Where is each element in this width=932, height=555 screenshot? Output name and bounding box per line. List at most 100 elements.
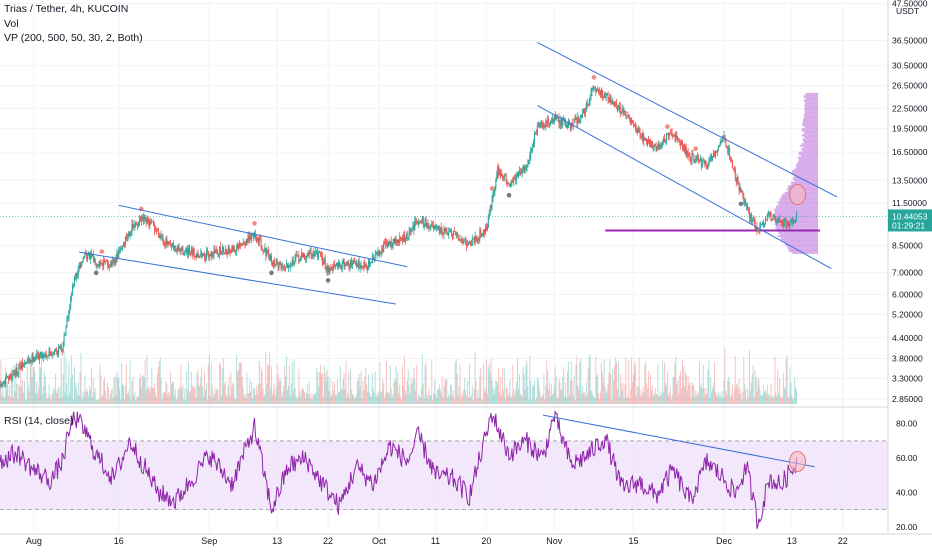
candle-body [393,238,395,243]
volume-bar [153,387,155,404]
volume-bar [376,392,378,404]
candle-body [174,245,176,251]
volume-bar [406,380,408,404]
volume-bar [216,390,218,404]
candle-body [402,238,404,242]
candle-body [241,243,243,245]
volume-bar [290,383,292,404]
volume-bar [215,387,217,404]
candle-body [743,194,745,203]
volume-bar [269,351,271,404]
volume-bar [662,360,664,404]
volume-bar [162,393,164,404]
volume-bar [407,369,409,404]
candle-body [148,221,150,226]
candle-body [310,251,312,256]
volume-profile-bar [801,143,818,145]
volume-bar [619,373,621,404]
volume-bar [479,375,481,404]
volume-bar [574,399,576,404]
volume-bar [36,381,38,404]
candle-body [125,237,127,239]
price-trendline [118,204,408,268]
volume-bar [426,394,428,404]
volume-bar [252,398,254,404]
candle-body [212,255,214,257]
candle-body [538,124,540,128]
candle-body [340,265,342,269]
candle-body [751,220,753,222]
candle-body [68,311,70,320]
candle-body [754,220,756,230]
volume-bar [646,383,648,404]
candle-body [713,152,715,158]
candle-body [380,252,382,255]
candle-body [469,242,471,244]
volume-bar [322,396,324,404]
candle-body [281,265,283,268]
volume-profile-bar [805,106,818,108]
volume-bar [649,373,651,404]
volume-profile-bar [798,159,818,162]
candle-body [525,167,527,171]
volume-bar [307,393,309,404]
candle-body [248,236,250,240]
volume-bar [207,364,209,404]
volume-bar [488,363,490,404]
volume-bar [310,393,312,404]
candle-body [315,251,317,253]
volume-legend[interactable]: Vol [4,18,19,30]
candle-body [249,234,251,240]
volume-bar [500,376,502,404]
candle-body [582,113,584,118]
volume-profile-bar [788,248,818,251]
volume-bar [502,390,504,404]
candle-body [526,167,528,168]
candle-body [228,247,230,251]
candle-body [585,103,587,112]
volume-bar [412,379,414,404]
candle-body [109,263,111,267]
rsi-legend[interactable]: RSI (14, close) [4,415,73,427]
volume-bar [259,384,261,404]
volume-bar [580,357,582,404]
candle-body [475,236,477,240]
volume-bar [366,385,368,404]
candle-body [267,249,269,251]
vp-legend[interactable]: VP (200, 500, 50, 30, 2, Both) [4,32,143,44]
candle-body [7,376,9,378]
volume-bar [139,373,141,404]
candle-body [692,153,694,155]
candle-body [349,265,351,268]
volume-bar [728,376,730,404]
candle-body [635,129,637,130]
volume-bar [338,391,340,404]
symbol-legend[interactable]: Trias / Tether, 4h, KUCOIN [4,3,128,15]
volume-bar [519,393,521,404]
volume-bar [655,393,657,404]
candle-body [628,116,630,119]
candle-body [472,238,474,240]
volume-bar [99,363,101,404]
volume-bar [518,373,520,404]
candle-body [226,251,228,254]
symbol-title[interactable]: Trias / Tether, 4h, KUCOIN [4,3,129,15]
candle-body [755,226,757,230]
candle-body [272,260,274,266]
candle-body [254,233,256,239]
candle-body [291,259,293,265]
candle-body [124,237,126,244]
candle-body [583,109,585,114]
candle-body [634,125,636,130]
volume-bar [456,374,458,404]
candle-body [599,90,601,92]
candle-body [320,252,322,255]
volume-bar [145,390,147,404]
volume-bar [720,397,722,404]
volume-bar [586,395,588,404]
volume-bar [402,385,404,404]
candle-body [330,267,332,270]
volume-bar [131,381,133,404]
